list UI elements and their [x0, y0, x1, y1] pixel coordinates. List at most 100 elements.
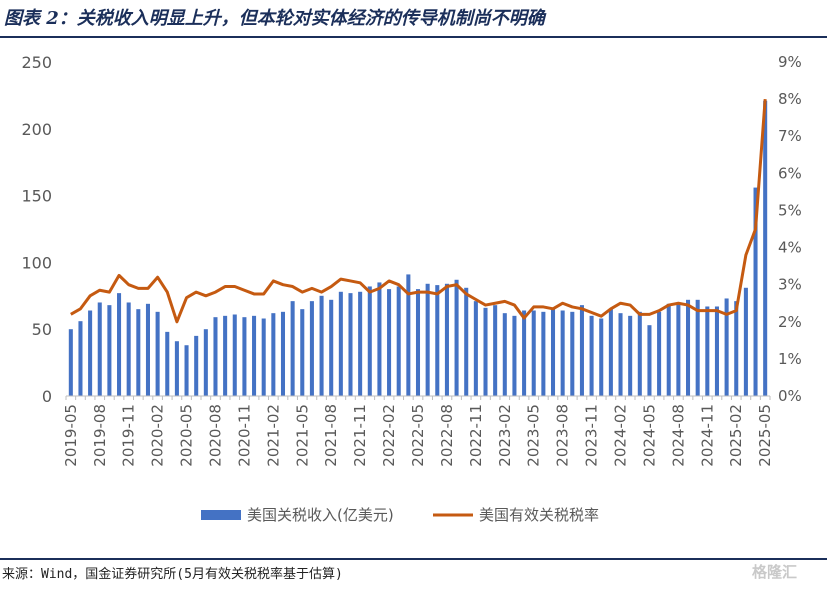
bar [261, 318, 266, 396]
x-axis-tick-label: 2025-02 [727, 404, 745, 467]
x-axis-tick-label: 2020-11 [235, 404, 253, 467]
x-axis-tick-label: 2024-02 [612, 404, 630, 467]
x-axis-tick-label: 2019-05 [62, 404, 80, 467]
bar-series-tariff-revenue [68, 100, 768, 397]
right-axis-tick-label: 1% [778, 350, 802, 368]
bar [522, 310, 527, 396]
x-axis-tick-label: 2019-11 [120, 404, 138, 467]
bar [415, 289, 421, 396]
bar [724, 298, 729, 396]
bar [223, 315, 228, 396]
bar [657, 311, 662, 396]
bar [271, 313, 276, 396]
chart-title: 图表 2：关税收入明显上升，但本轮对实体经济的传导机制尚不明确 [4, 8, 545, 29]
bar [68, 329, 73, 396]
legend: 美国关税收入(亿美元) 美国有效关税税率 [201, 506, 599, 524]
bar [300, 309, 305, 396]
source-note: 来源：Wind，国金证券研究所(5月有效关税税率基于估算) [2, 567, 343, 582]
title-divider [0, 36, 827, 38]
bar [579, 305, 584, 396]
bar [136, 309, 141, 396]
x-axis-tick-label: 2019-08 [91, 404, 109, 467]
bar [387, 289, 392, 396]
x-axis-tick-label: 2024-11 [698, 404, 716, 467]
watermark-logo: 格隆汇 [752, 563, 798, 581]
right-axis-tick-label: 9% [778, 53, 802, 71]
bar [550, 307, 556, 396]
bar [348, 293, 353, 396]
left-axis-tick-label: 200 [21, 120, 52, 139]
x-axis-tick-label: 2021-11 [351, 404, 369, 467]
right-axis-tick-label: 2% [778, 313, 802, 331]
bar [194, 335, 199, 396]
bar [743, 287, 748, 396]
bar [184, 345, 189, 396]
bar [763, 100, 768, 397]
bar [425, 283, 430, 396]
bar [358, 291, 363, 396]
bar [367, 286, 372, 396]
right-axis-ticks: 0% 1% 2% 3% 4% 5% 6% 7% 8% 9% [778, 53, 802, 405]
x-axis-tick-label: 2023-08 [554, 404, 572, 467]
line-series-effective-tariff-rate [70, 98, 767, 324]
left-axis-ticks: 0 50 100 150 200 250 [21, 53, 52, 406]
bar [589, 315, 594, 396]
bar [203, 329, 208, 396]
bar [608, 309, 613, 396]
bar [377, 282, 382, 396]
bar [666, 303, 671, 396]
bar [714, 306, 719, 396]
x-axis-tick-label: 2021-02 [264, 404, 282, 467]
right-axis-tick-label: 7% [778, 127, 802, 145]
bar [117, 293, 122, 396]
left-axis-tick-label: 0 [42, 387, 52, 406]
bar [454, 279, 459, 396]
bar [165, 331, 170, 396]
bar [435, 285, 440, 396]
legend-swatch-bar [201, 510, 241, 520]
x-axis-tick-label: 2020-02 [149, 404, 167, 467]
right-axis-tick-label: 5% [778, 201, 802, 219]
legend-label-line: 美国有效关税税率 [479, 506, 599, 524]
bar [88, 310, 93, 396]
bar [647, 325, 652, 396]
bar [242, 317, 247, 396]
bar [464, 287, 469, 396]
bar [686, 299, 691, 396]
bar [676, 302, 681, 396]
x-axis-tick-label: 2022-08 [438, 404, 456, 467]
bar [541, 311, 546, 396]
bar [753, 187, 758, 396]
x-axis-tick-label: 2023-02 [496, 404, 514, 467]
bar [309, 301, 314, 396]
x-axis-tick-label: 2021-08 [322, 404, 340, 467]
x-axis-tick-label: 2022-05 [409, 404, 427, 467]
bar [126, 302, 131, 396]
bar [145, 303, 150, 396]
bar [560, 310, 565, 396]
footer-divider [0, 558, 827, 560]
bar [570, 311, 575, 396]
left-axis-tick-label: 50 [32, 320, 52, 339]
bar [338, 291, 343, 396]
bar [444, 283, 449, 396]
bar [396, 286, 401, 396]
right-axis-tick-label: 4% [778, 239, 802, 257]
bar [213, 317, 218, 396]
bar [599, 318, 604, 396]
right-axis-tick-label: 8% [778, 90, 802, 108]
x-axis-tick-label: 2024-05 [640, 404, 658, 467]
combo-chart: 0 50 100 150 200 250 0% 1% 2% 3% 4% 5% 6% 7% 8% 9% 201… [21, 53, 802, 524]
bar [734, 301, 739, 396]
right-axis-tick-label: 0% [778, 387, 802, 405]
x-axis-tick-label: 2020-08 [206, 404, 224, 467]
bar [97, 302, 102, 396]
bar [628, 315, 633, 396]
x-axis-tick-label: 2020-05 [178, 404, 196, 467]
x-axis-ticks: 2019-05 2019-08 2019-11 2020-02 2020-05 2020-… [62, 396, 774, 467]
bar [280, 311, 286, 396]
bar [512, 315, 517, 396]
x-axis-tick-label: 2022-11 [467, 404, 485, 467]
x-axis-tick-label: 2023-11 [583, 404, 601, 467]
bar [174, 341, 179, 396]
